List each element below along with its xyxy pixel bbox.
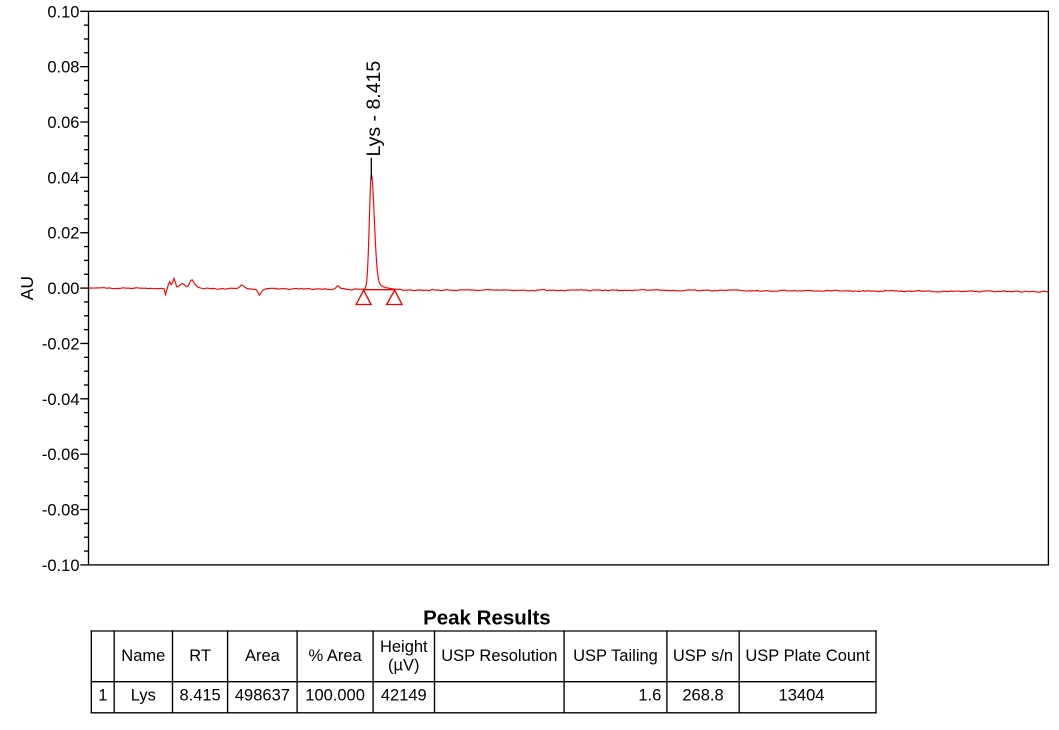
svg-text:0.06: 0.06	[47, 114, 79, 132]
svg-text:-0.06: -0.06	[42, 446, 80, 464]
svg-text:-0.04: -0.04	[42, 391, 80, 409]
svg-text:0.02: 0.02	[47, 225, 79, 243]
svg-text:USP Plate Count: USP Plate Count	[745, 647, 870, 665]
svg-text:AU: AU	[17, 276, 37, 300]
svg-text:0.04: 0.04	[47, 169, 79, 187]
svg-text:8.415: 8.415	[179, 687, 220, 705]
svg-text:RT: RT	[189, 647, 211, 665]
svg-text:-0.10: -0.10	[42, 557, 80, 575]
svg-text:Height: Height	[380, 638, 428, 656]
svg-text:100.000: 100.000	[305, 687, 365, 705]
svg-text:Peak Results: Peak Results	[423, 607, 551, 630]
svg-text:USP Resolution: USP Resolution	[441, 647, 557, 665]
svg-text:-0.02: -0.02	[42, 335, 80, 353]
svg-text:42149: 42149	[381, 687, 427, 705]
svg-text:13404: 13404	[779, 687, 825, 705]
svg-text:498637: 498637	[235, 687, 290, 705]
svg-text:Lys - 8.415: Lys - 8.415	[363, 61, 385, 157]
svg-text:% Area: % Area	[308, 647, 362, 665]
svg-text:USP s/n: USP s/n	[673, 647, 733, 665]
svg-text:-0.08: -0.08	[42, 502, 80, 520]
svg-text:USP Tailing: USP Tailing	[573, 647, 658, 665]
svg-text:268.8: 268.8	[682, 687, 723, 705]
svg-text:Lys: Lys	[131, 687, 156, 705]
svg-text:0.08: 0.08	[47, 59, 79, 77]
svg-text:Area: Area	[245, 647, 281, 665]
svg-text:Name: Name	[121, 647, 165, 665]
svg-text:(µV): (µV)	[388, 657, 420, 675]
svg-text:0.10: 0.10	[47, 3, 79, 21]
svg-text:1.6: 1.6	[638, 687, 661, 705]
svg-text:1: 1	[98, 687, 107, 705]
svg-text:0.00: 0.00	[47, 280, 79, 298]
